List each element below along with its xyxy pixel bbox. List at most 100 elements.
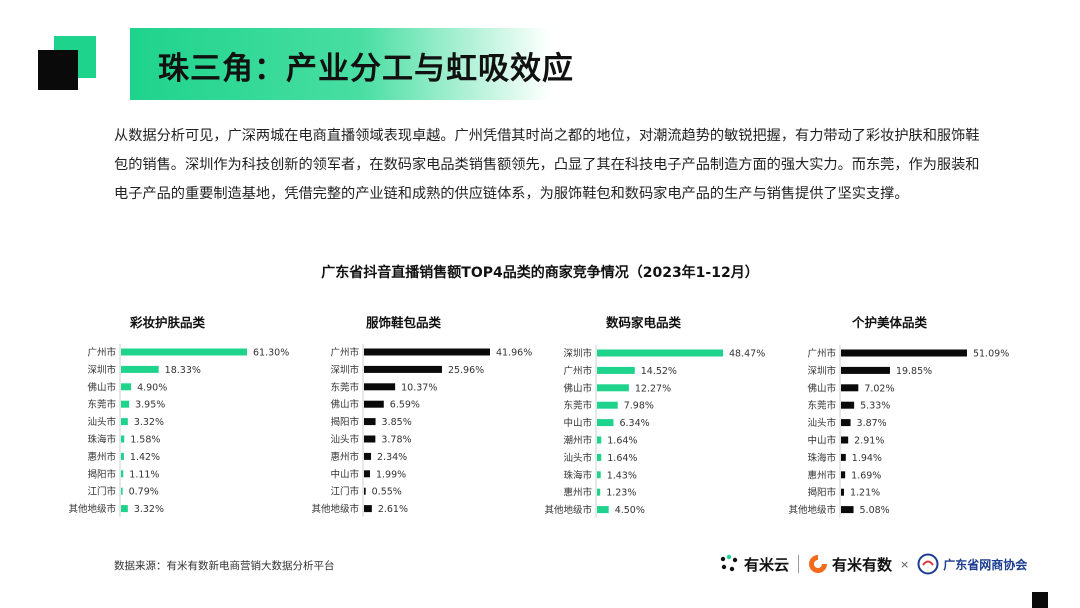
- category-label: 揭阳市: [87, 468, 116, 480]
- category-label: 汕头市: [87, 416, 116, 428]
- bar: [121, 487, 123, 495]
- value-label: 6.34%: [619, 418, 649, 429]
- value-label: 1.64%: [607, 453, 637, 464]
- category-label: 江门市: [87, 486, 116, 498]
- value-label: 25.96%: [448, 365, 484, 376]
- value-label: 1.69%: [851, 470, 881, 481]
- value-label: 1.99%: [376, 469, 406, 480]
- bar: [841, 488, 844, 496]
- chart-title-2: 服饰鞋包品类: [366, 315, 442, 330]
- category-label: 广州市: [87, 347, 116, 359]
- bar: [841, 506, 854, 514]
- category-label: 佛山市: [807, 382, 836, 394]
- title-banner: [130, 28, 550, 100]
- chart-title-1: 彩妆护肤品类: [129, 315, 206, 330]
- value-label: 61.30%: [253, 348, 289, 359]
- logo-separator: [798, 555, 800, 573]
- category-label: 珠海市: [807, 452, 836, 464]
- value-label: 2.61%: [378, 504, 408, 515]
- bar: [841, 384, 859, 392]
- value-label: 5.33%: [860, 401, 890, 412]
- bar: [597, 488, 601, 496]
- category-label: 中山市: [807, 435, 836, 447]
- category-label: 汕头市: [563, 452, 592, 464]
- value-label: 3.32%: [134, 417, 164, 428]
- category-label: 佛山市: [87, 381, 116, 393]
- category-label: 揭阳市: [330, 416, 359, 428]
- logo-youmi-data: 有米有数: [832, 555, 893, 574]
- category-label: 汕头市: [330, 434, 359, 446]
- bar: [121, 400, 130, 408]
- category-label: 揭阳市: [807, 487, 836, 499]
- value-label: 14.52%: [641, 366, 677, 377]
- decor-corner-square: [1032, 592, 1048, 608]
- bar: [364, 348, 490, 356]
- value-label: 3.87%: [857, 418, 887, 429]
- bar: [841, 366, 890, 374]
- bar: [364, 365, 442, 373]
- category-label: 广州市: [330, 347, 359, 359]
- category-label: 其他地级市: [311, 503, 359, 515]
- category-label: 中山市: [330, 468, 359, 480]
- youmi-cloud-icon: [720, 554, 738, 572]
- bar: [597, 349, 723, 357]
- value-label: 1.11%: [129, 469, 159, 480]
- category-label: 深圳市: [87, 364, 116, 376]
- category-label: 深圳市: [807, 365, 836, 377]
- category-label: 珠海市: [563, 469, 592, 481]
- value-label: 4.50%: [615, 505, 645, 516]
- bar: [597, 471, 601, 479]
- category-label: 江门市: [330, 486, 359, 498]
- value-label: 1.43%: [607, 470, 637, 481]
- bar: [121, 418, 128, 426]
- category-label: 东莞市: [330, 381, 359, 393]
- decor-black-square: [38, 50, 78, 90]
- logo-youmi-cloud: 有米云: [744, 555, 790, 574]
- intro-paragraph: 从数据分析可见，广深两城在电商直播领域表现卓越。广州凭借其时尚之都的地位，对潮流…: [114, 128, 980, 202]
- bar: [364, 505, 372, 513]
- category-label: 东莞市: [563, 400, 592, 412]
- bar: [597, 401, 618, 409]
- value-label: 7.02%: [864, 383, 894, 394]
- value-label: 10.37%: [401, 382, 437, 393]
- category-label: 东莞市: [87, 399, 116, 411]
- logo-association: 广东省网商协会: [943, 557, 1028, 572]
- category-label: 惠州市: [807, 469, 836, 481]
- category-label: 佛山市: [563, 382, 592, 394]
- cross-symbol: ×: [900, 557, 910, 571]
- bar: [121, 383, 132, 391]
- value-label: 3.78%: [381, 435, 411, 446]
- bar: [597, 453, 602, 461]
- category-label: 广州市: [807, 348, 836, 360]
- category-label: 深圳市: [563, 348, 592, 360]
- value-label: 1.94%: [852, 453, 882, 464]
- value-label: 4.90%: [137, 382, 167, 393]
- category-label: 东莞市: [807, 400, 836, 412]
- bar: [841, 471, 846, 479]
- value-label: 41.96%: [496, 348, 532, 359]
- category-label: 其他地级市: [788, 504, 836, 516]
- bar: [597, 506, 609, 514]
- value-label: 48.47%: [729, 349, 765, 360]
- bar: [121, 505, 128, 513]
- bar: [597, 366, 635, 374]
- value-label: 1.58%: [130, 435, 160, 446]
- page-title: 珠三角：产业分工与虹吸效应: [158, 51, 574, 87]
- value-label: 0.55%: [372, 487, 402, 498]
- chart-title-3: 数码家电品类: [605, 315, 682, 330]
- value-label: 19.85%: [896, 366, 932, 377]
- youmi-data-icon: [809, 555, 828, 573]
- category-label: 汕头市: [807, 417, 836, 429]
- bar: [597, 436, 602, 444]
- bar: [364, 383, 396, 391]
- value-label: 0.79%: [129, 487, 159, 498]
- bar: [364, 487, 366, 495]
- value-label: 1.42%: [130, 452, 160, 463]
- category-label: 其他地级市: [544, 504, 592, 516]
- category-label: 惠州市: [563, 487, 592, 499]
- chart-heading: 广东省抖音直播销售额TOP4品类的商家竞争情况（2023年1-12月）: [321, 265, 759, 281]
- category-label: 深圳市: [330, 364, 359, 376]
- bar: [841, 436, 849, 444]
- value-label: 3.95%: [135, 400, 165, 411]
- bar: [364, 418, 376, 426]
